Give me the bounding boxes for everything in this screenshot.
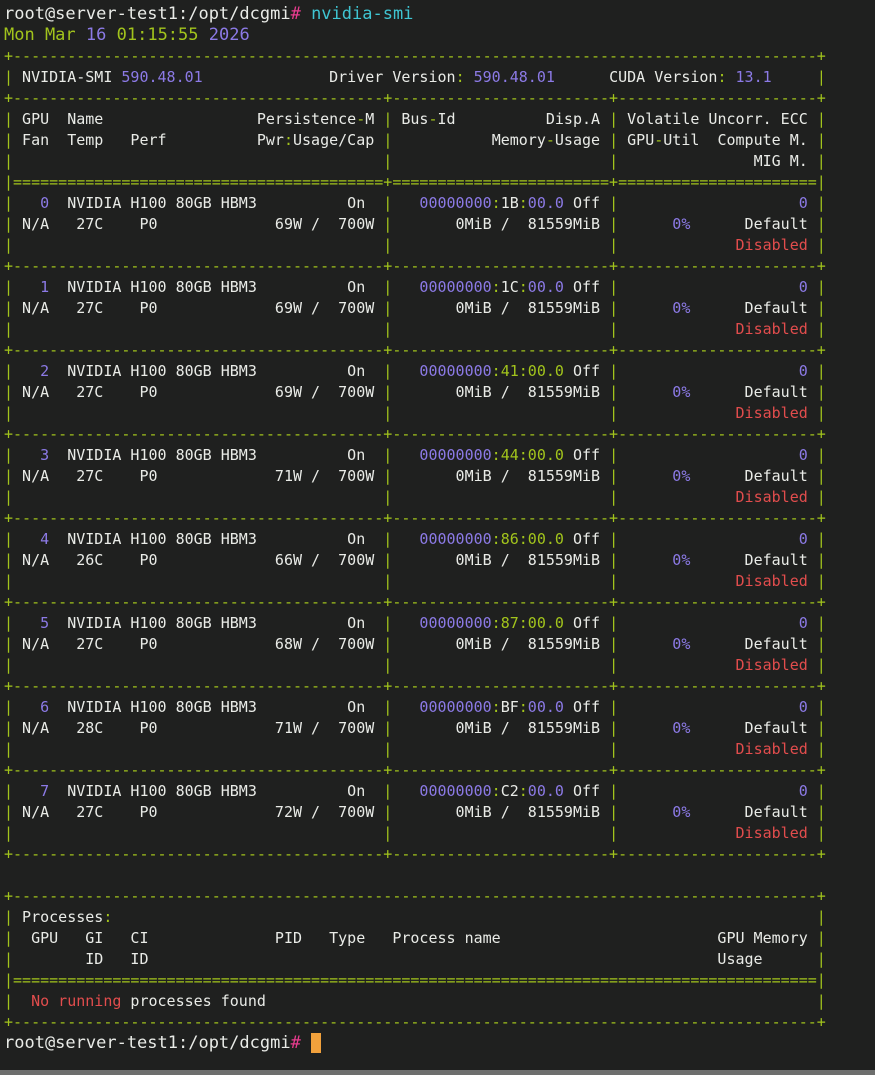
terminal-line: |=======================================… bbox=[4, 173, 826, 191]
terminal-line: root@server-test1:/opt/dcgmi# nvidia-smi bbox=[4, 4, 414, 24]
terminal-line: | 3 NVIDIA H100 80GB HBM3 On | 00000000:… bbox=[4, 446, 826, 464]
terminal-line: | | | Disabled | bbox=[4, 572, 826, 590]
terminal-line: | Processes: | bbox=[4, 908, 826, 926]
terminal-line: | N/A 27C P0 69W / 700W | 0MiB / 81559Mi… bbox=[4, 383, 826, 401]
terminal-line: | | | Disabled | bbox=[4, 488, 826, 506]
terminal-line: root@server-test1:/opt/dcgmi# bbox=[4, 1033, 875, 1054]
terminal-line: +---------------------------------------… bbox=[4, 593, 826, 611]
terminal-line: | | | Disabled | bbox=[4, 824, 826, 842]
terminal-line: +---------------------------------------… bbox=[4, 677, 826, 695]
terminal-line: | 2 NVIDIA H100 80GB HBM3 On | 00000000:… bbox=[4, 362, 826, 380]
terminal-line: +---------------------------------------… bbox=[4, 425, 826, 443]
terminal-cursor[interactable] bbox=[311, 1033, 322, 1053]
terminal-line: | ID ID Usage | bbox=[4, 950, 826, 968]
terminal-line: | 5 NVIDIA H100 80GB HBM3 On | 00000000:… bbox=[4, 614, 826, 632]
terminal-line: | 7 NVIDIA H100 80GB HBM3 On | 00000000:… bbox=[4, 782, 826, 800]
terminal-line: | N/A 28C P0 71W / 700W | 0MiB / 81559Mi… bbox=[4, 719, 826, 737]
terminal-line: | N/A 27C P0 69W / 700W | 0MiB / 81559Mi… bbox=[4, 215, 826, 233]
terminal-line: | N/A 26C P0 66W / 700W | 0MiB / 81559Mi… bbox=[4, 551, 826, 569]
terminal-line: | N/A 27C P0 69W / 700W | 0MiB / 81559Mi… bbox=[4, 299, 826, 317]
terminal-line: | N/A 27C P0 72W / 700W | 0MiB / 81559Mi… bbox=[4, 803, 826, 821]
terminal-line: | 6 NVIDIA H100 80GB HBM3 On | 00000000:… bbox=[4, 698, 826, 716]
terminal-line: | | | Disabled | bbox=[4, 656, 826, 674]
terminal-line: | GPU GI CI PID Type Process name GPU Me… bbox=[4, 929, 826, 947]
terminal-line: | | | Disabled | bbox=[4, 740, 826, 758]
terminal-line: +---------------------------------------… bbox=[4, 887, 826, 905]
window-edge bbox=[0, 1070, 875, 1075]
terminal-line: +---------------------------------------… bbox=[4, 1013, 826, 1031]
terminal-line: | GPU Name Persistence-M | Bus-Id Disp.A… bbox=[4, 110, 826, 128]
terminal-line: | No running processes found | bbox=[4, 992, 826, 1010]
terminal-line: +---------------------------------------… bbox=[4, 341, 826, 359]
terminal-line: | | | Disabled | bbox=[4, 320, 826, 338]
terminal-line: | | | Disabled | bbox=[4, 236, 826, 254]
terminal-line: +---------------------------------------… bbox=[4, 509, 826, 527]
terminal-line: | | | MIG M. | bbox=[4, 152, 826, 170]
terminal-line: +---------------------------------------… bbox=[4, 761, 826, 779]
terminal-line: +---------------------------------------… bbox=[4, 47, 826, 65]
terminal-line: | 4 NVIDIA H100 80GB HBM3 On | 00000000:… bbox=[4, 530, 826, 548]
terminal-line: | NVIDIA-SMI 590.48.01 Driver Version: 5… bbox=[4, 68, 826, 86]
terminal-line: Mon Mar 16 01:15:55 2026 bbox=[4, 25, 250, 45]
terminal-line: |=======================================… bbox=[4, 971, 826, 989]
terminal-line: | N/A 27C P0 68W / 700W | 0MiB / 81559Mi… bbox=[4, 635, 826, 653]
terminal-line: | N/A 27C P0 71W / 700W | 0MiB / 81559Mi… bbox=[4, 467, 826, 485]
terminal-line: +---------------------------------------… bbox=[4, 845, 826, 863]
terminal-line bbox=[4, 865, 875, 886]
terminal-line: | | | Disabled | bbox=[4, 404, 826, 422]
terminal-line: | 0 NVIDIA H100 80GB HBM3 On | 00000000:… bbox=[4, 194, 826, 212]
terminal-line: +---------------------------------------… bbox=[4, 257, 826, 275]
terminal-line: +---------------------------------------… bbox=[4, 89, 826, 107]
terminal-line: | 1 NVIDIA H100 80GB HBM3 On | 00000000:… bbox=[4, 278, 826, 296]
terminal-line: | Fan Temp Perf Pwr:Usage/Cap | Memory-U… bbox=[4, 131, 826, 149]
